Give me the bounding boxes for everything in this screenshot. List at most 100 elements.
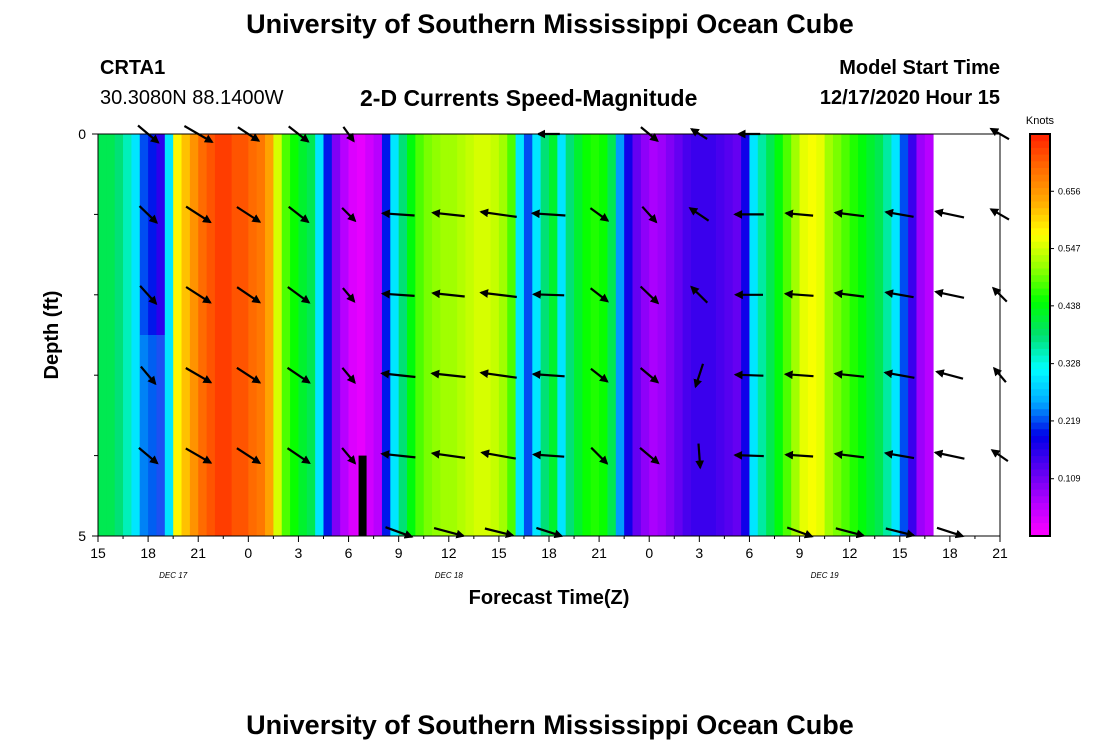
current-vector xyxy=(530,209,566,219)
colorbar-segment xyxy=(1030,422,1050,430)
heatmap-cell xyxy=(632,134,642,536)
colorbar-segment xyxy=(1030,361,1050,369)
heatmap-cell xyxy=(532,134,542,536)
heatmap-cell xyxy=(315,134,324,536)
current-vector xyxy=(341,367,356,384)
heatmap-cell xyxy=(832,134,842,536)
heatmap-cell xyxy=(139,335,174,536)
colorbar-segment xyxy=(1030,254,1050,262)
colorbar-segment xyxy=(1030,261,1050,269)
colorbar-segment xyxy=(1030,247,1050,256)
heatmap-cell xyxy=(482,134,491,536)
colorbar-segment xyxy=(1030,281,1050,289)
colorbar-segment xyxy=(1030,415,1050,423)
current-vector xyxy=(590,367,609,383)
x-tick-label: 6 xyxy=(746,545,754,561)
colorbar-segment xyxy=(1030,522,1050,530)
heatmap-cell xyxy=(732,134,742,536)
x-tick-label: 12 xyxy=(441,545,457,561)
x-tick-label: 0 xyxy=(645,545,653,561)
model-start-label: Model Start Time xyxy=(839,57,1000,79)
current-vector xyxy=(690,285,709,304)
heatmap-cell xyxy=(841,134,851,536)
current-vector xyxy=(380,289,415,299)
heatmap-cell xyxy=(223,134,233,536)
heatmap-cell xyxy=(248,134,258,536)
heatmap-cell xyxy=(465,134,475,536)
heatmap-cell xyxy=(457,134,466,536)
colorbar-segment xyxy=(1030,201,1050,209)
model-start-value: 12/17/2020 Hour 15 xyxy=(819,87,1000,109)
current-vector xyxy=(733,450,764,460)
heatmap-cell xyxy=(574,134,583,536)
current-vector xyxy=(479,289,517,299)
heatmap-cell xyxy=(415,134,425,536)
heatmap-cell xyxy=(849,134,859,536)
colorbar-segment xyxy=(1030,234,1050,242)
colorbar-segment xyxy=(1030,529,1050,537)
heatmap-cell xyxy=(373,134,383,536)
heatmap-cell xyxy=(256,134,274,536)
heatmap-cell xyxy=(515,134,525,536)
heatmap-cell xyxy=(473,134,483,536)
heatmap-cell xyxy=(624,134,633,536)
heatmap-cell xyxy=(214,134,224,536)
current-vector xyxy=(590,446,609,465)
current-vector xyxy=(784,450,814,460)
heatmap-cell xyxy=(615,134,625,536)
heatmap-cell xyxy=(173,134,182,536)
heatmap-cell xyxy=(908,134,917,536)
y-tick-label: 5 xyxy=(78,528,86,544)
heatmap-cell xyxy=(106,134,116,536)
heatmap-cell xyxy=(799,134,809,536)
heatmap-cell xyxy=(181,134,191,536)
colorbar-segment xyxy=(1030,502,1050,510)
current-vector xyxy=(532,450,565,460)
current-vector xyxy=(688,207,710,222)
heatmap-cell xyxy=(724,134,734,536)
current-vector xyxy=(484,527,515,539)
heatmap-cell xyxy=(791,134,800,536)
heatmap-cell xyxy=(273,134,283,536)
x-tick-label: 12 xyxy=(842,545,858,561)
heatmap-cell xyxy=(398,134,408,536)
colorbar-segment xyxy=(1030,435,1050,443)
current-vector xyxy=(236,447,262,464)
current-vector xyxy=(236,286,262,304)
current-vector xyxy=(385,526,414,539)
heatmap-cell xyxy=(866,134,876,536)
x-tick-label: 21 xyxy=(591,545,607,561)
colorbar-segment xyxy=(1030,221,1050,229)
colorbar-segment xyxy=(1030,489,1050,497)
colorbar-segment xyxy=(1030,194,1050,202)
heatmap-cell xyxy=(749,134,759,536)
current-vector xyxy=(287,286,311,304)
current-vector xyxy=(883,449,915,460)
heatmap-cell xyxy=(891,134,901,536)
colorbar-segment xyxy=(1030,428,1050,436)
current-vector xyxy=(833,370,865,379)
heatmap-cell xyxy=(557,134,567,536)
colorbar-tick-label: 0.109 xyxy=(1058,474,1081,484)
current-vector xyxy=(479,369,517,379)
colorbar-segment xyxy=(1030,241,1050,249)
heatmap-cell xyxy=(640,134,650,536)
current-vector xyxy=(480,449,516,460)
current-vector xyxy=(784,209,814,219)
current-vector xyxy=(639,285,660,305)
x-tick-label: 9 xyxy=(395,545,403,561)
heatmap-cell xyxy=(599,134,608,536)
colorbar-segment xyxy=(1030,180,1050,189)
colorbar-segment xyxy=(1030,294,1050,302)
x-date-label: DEC 19 xyxy=(811,571,840,580)
heatmap-cell xyxy=(306,134,316,536)
current-vector xyxy=(430,369,466,379)
heatmap-cell xyxy=(331,134,341,536)
colorbar-segment xyxy=(1030,274,1050,282)
heatmap-cell xyxy=(390,134,400,536)
colorbar-segment xyxy=(1030,482,1050,490)
current-vector xyxy=(431,289,465,299)
x-tick-label: 9 xyxy=(796,545,804,561)
heatmap-cell xyxy=(607,134,617,536)
current-vector xyxy=(936,526,965,539)
